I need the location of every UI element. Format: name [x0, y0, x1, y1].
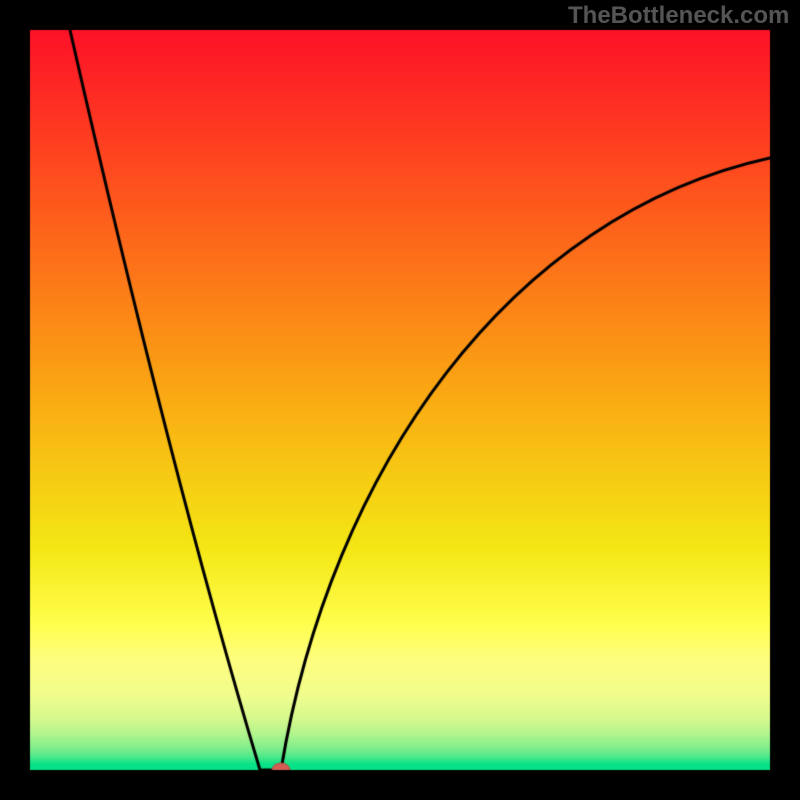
chart-container: TheBottleneck.com	[0, 0, 800, 800]
bottleneck-curve-chart	[0, 0, 800, 800]
watermark-text: TheBottleneck.com	[568, 2, 789, 30]
